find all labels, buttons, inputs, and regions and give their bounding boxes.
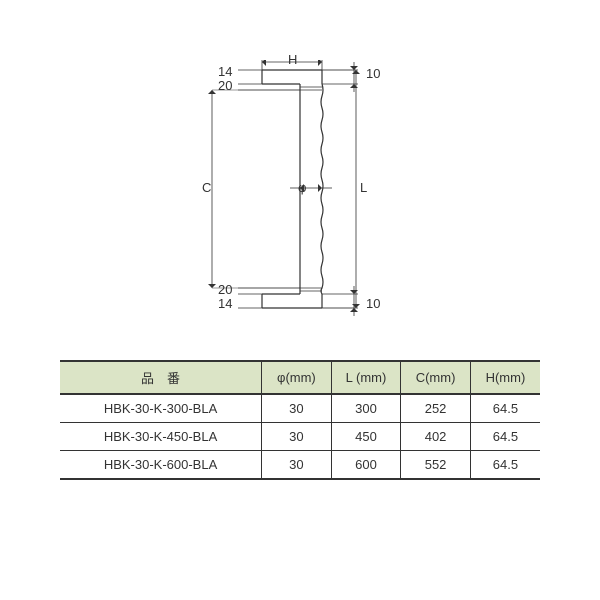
dim-label-10-bot: 10	[366, 296, 380, 311]
cell-H: 64.5	[470, 394, 540, 423]
cell-part: HBK-30-K-300-BLA	[60, 394, 262, 423]
cell-L: 600	[331, 451, 401, 480]
cell-C: 552	[401, 451, 471, 480]
dim-label-10-top: 10	[366, 66, 380, 81]
col-header-part: 品 番	[60, 361, 262, 394]
cell-phi: 30	[262, 451, 332, 480]
dim-label-L: L	[360, 180, 367, 195]
cell-part: HBK-30-K-450-BLA	[60, 423, 262, 451]
table-row: HBK-30-K-300-BLA 30 300 252 64.5	[60, 394, 540, 423]
dim-label-20-bot: 20	[218, 282, 232, 297]
cell-phi: 30	[262, 394, 332, 423]
spec-table: 品 番 φ(mm) L (mm) C(mm) H(mm) HBK-30-K-30…	[60, 360, 540, 480]
cell-C: 252	[401, 394, 471, 423]
cell-part: HBK-30-K-600-BLA	[60, 451, 262, 480]
col-header-phi: φ(mm)	[262, 361, 332, 394]
technical-diagram: H 14 20 10 C φ L 20 14 10	[0, 60, 600, 340]
cell-L: 300	[331, 394, 401, 423]
dim-label-H: H	[288, 52, 297, 67]
dim-label-phi: φ	[298, 180, 306, 195]
col-header-H: H(mm)	[470, 361, 540, 394]
cell-C: 402	[401, 423, 471, 451]
cell-H: 64.5	[470, 423, 540, 451]
dim-label-14-top: 14	[218, 64, 232, 79]
table-row: HBK-30-K-600-BLA 30 600 552 64.5	[60, 451, 540, 480]
cell-L: 450	[331, 423, 401, 451]
table-row: HBK-30-K-450-BLA 30 450 402 64.5	[60, 423, 540, 451]
col-header-L: L (mm)	[331, 361, 401, 394]
spec-table-container: 品 番 φ(mm) L (mm) C(mm) H(mm) HBK-30-K-30…	[60, 360, 540, 480]
dim-label-C: C	[202, 180, 211, 195]
dim-label-20-top: 20	[218, 78, 232, 93]
col-header-C: C(mm)	[401, 361, 471, 394]
dim-label-14-bot: 14	[218, 296, 232, 311]
cell-H: 64.5	[470, 451, 540, 480]
table-header-row: 品 番 φ(mm) L (mm) C(mm) H(mm)	[60, 361, 540, 394]
cell-phi: 30	[262, 423, 332, 451]
diagram-svg	[0, 60, 600, 340]
